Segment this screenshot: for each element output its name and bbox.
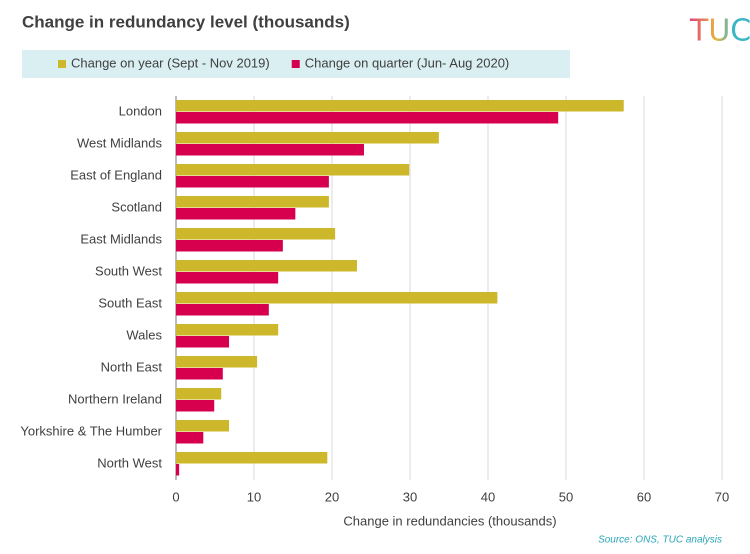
x-tick-label: 50 [559,489,573,504]
bar [176,292,498,304]
bar [176,144,364,156]
y-tick-label: Northern Ireland [68,391,162,406]
x-tick-label: 20 [325,489,339,504]
bar [176,260,357,272]
bar [176,196,329,208]
bar [176,464,180,476]
y-tick-label: North East [101,359,163,374]
x-tick-label: 30 [403,489,417,504]
x-tick-label: 40 [481,489,495,504]
legend-swatch [291,60,300,68]
bar [176,452,328,464]
bar [176,400,215,412]
bar [176,388,222,400]
bar [176,304,269,316]
legend-swatch [58,60,66,68]
y-tick-label: Wales [126,327,162,342]
y-tick-label: South East [98,295,162,310]
logo: TUC [689,14,750,49]
y-tick-label: North West [97,455,162,470]
y-tick-label: East Midlands [80,231,162,246]
x-tick-label: 70 [715,489,729,504]
bar [176,356,258,368]
bar [176,240,283,252]
bar [176,112,559,124]
bar [176,228,336,240]
x-tick-label: 0 [172,489,179,504]
bar [176,432,204,444]
bar [176,208,296,220]
legend-label: Change on quarter (Jun- Aug 2020) [305,55,510,70]
x-axis-label: Change in redundancies (thousands) [343,513,556,528]
x-tick-label: 60 [637,489,651,504]
bar [176,368,223,380]
source-note: Source: ONS, TUC analysis [598,535,722,546]
bar [176,100,624,112]
bar [176,420,230,432]
bar [176,272,279,284]
y-tick-label: Yorkshire & The Humber [20,423,162,438]
y-tick-label: London [119,103,162,118]
bar [176,132,439,144]
y-tick-label: South West [95,263,162,278]
bar [176,324,279,336]
y-tick-label: Scotland [111,199,162,214]
legend-label: Change on year (Sept - Nov 2019) [71,55,270,70]
bar [176,176,329,188]
x-tick-label: 10 [247,489,261,504]
y-tick-label: East of England [70,167,162,182]
chart-title: Change in redundancy level (thousands) [22,12,350,31]
bar [176,164,410,176]
bar [176,336,230,348]
y-tick-label: West Midlands [77,135,163,150]
